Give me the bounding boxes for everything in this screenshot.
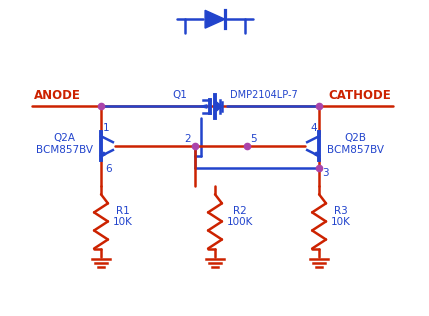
Polygon shape	[101, 152, 106, 157]
Text: Q2A
BCM857BV: Q2A BCM857BV	[36, 133, 93, 155]
Polygon shape	[314, 152, 319, 157]
Text: 1: 1	[103, 123, 110, 133]
Text: R2
100K: R2 100K	[227, 206, 253, 227]
Text: Q2B
BCM857BV: Q2B BCM857BV	[327, 133, 384, 155]
Text: DMP2104LP-7: DMP2104LP-7	[230, 89, 298, 100]
Text: ANODE: ANODE	[33, 88, 81, 101]
Polygon shape	[200, 105, 207, 108]
Polygon shape	[216, 101, 222, 112]
Text: 2: 2	[184, 134, 191, 144]
Text: Q1: Q1	[172, 89, 187, 100]
Text: 6: 6	[105, 164, 112, 174]
Text: CATHODE: CATHODE	[329, 88, 391, 101]
Text: R3
10K: R3 10K	[331, 206, 351, 227]
Text: 4: 4	[311, 123, 317, 133]
Text: R1
10K: R1 10K	[113, 206, 133, 227]
Text: 3: 3	[322, 168, 329, 178]
Text: 5: 5	[251, 134, 257, 144]
Polygon shape	[205, 10, 225, 28]
